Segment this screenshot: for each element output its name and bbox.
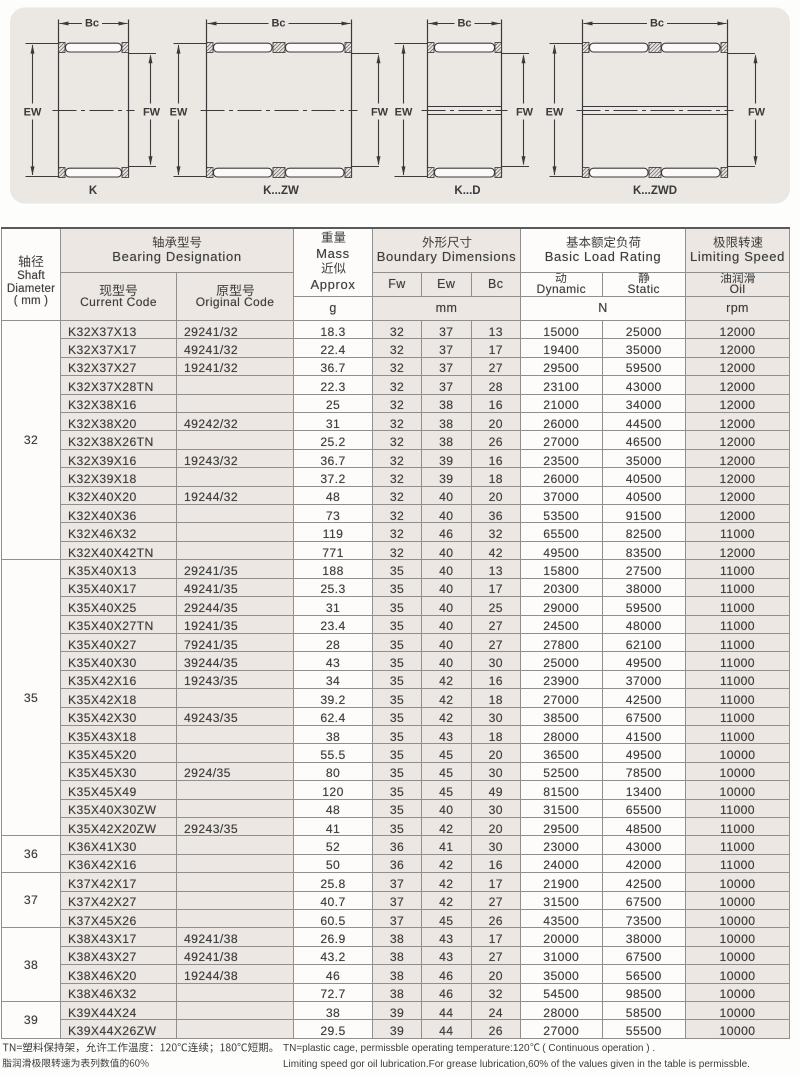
svg-text:K...ZWD: K...ZWD <box>633 185 677 197</box>
svg-text:FW: FW <box>516 107 534 119</box>
svg-text:EW: EW <box>395 107 413 119</box>
svg-text:Bc: Bc <box>650 18 664 30</box>
svg-text:K: K <box>89 185 98 197</box>
svg-text:EW: EW <box>24 107 42 119</box>
svg-text:EW: EW <box>546 107 564 119</box>
svg-text:FW: FW <box>143 107 161 119</box>
svg-text:FW: FW <box>748 107 766 119</box>
svg-text:K...ZW: K...ZW <box>263 185 299 197</box>
svg-text:K...D: K...D <box>454 185 480 197</box>
svg-text:EW: EW <box>170 107 188 119</box>
svg-text:Bc: Bc <box>85 18 99 30</box>
svg-text:Bc: Bc <box>271 18 285 30</box>
svg-text:Bc: Bc <box>457 18 471 30</box>
svg-text:FW: FW <box>371 107 389 119</box>
